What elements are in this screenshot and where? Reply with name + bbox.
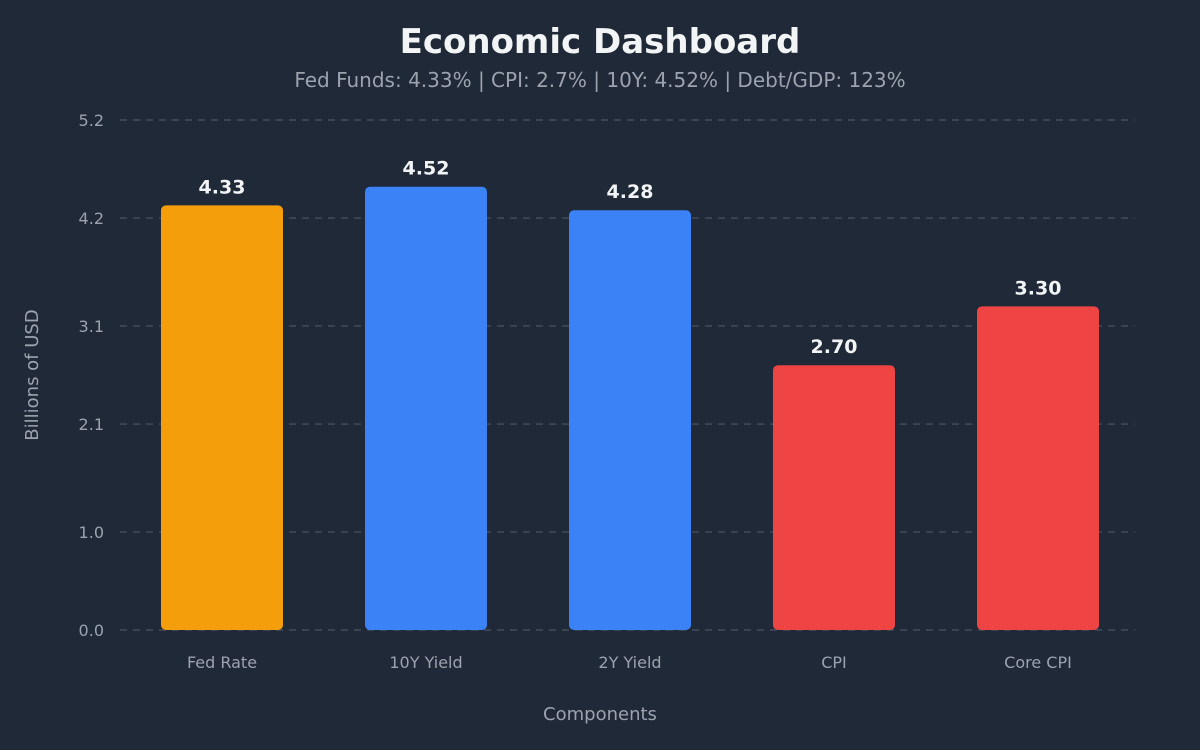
y-tick-label: 5.2 <box>79 111 104 130</box>
bar-value-label: 4.28 <box>607 181 654 203</box>
x-tick-label: Fed Rate <box>187 653 257 672</box>
x-axis-ticks: Fed Rate 10Y Yield 2Y Yield CPI Core CPI <box>187 653 1072 672</box>
bar-value-label: 2.70 <box>811 336 858 358</box>
bar-value-labels: 4.33 4.52 4.28 2.70 3.30 <box>199 158 1062 359</box>
x-tick-label: CPI <box>821 653 847 672</box>
y-tick-label: 3.1 <box>79 317 104 336</box>
bar <box>773 365 895 630</box>
bar-value-label: 4.33 <box>199 176 246 198</box>
y-tick-label: 0.0 <box>79 621 104 640</box>
y-tick-label: 2.1 <box>79 415 104 434</box>
x-tick-label: 10Y Yield <box>389 653 462 672</box>
x-tick-label: 2Y Yield <box>598 653 661 672</box>
x-tick-label: Core CPI <box>1004 653 1072 672</box>
bar <box>569 210 691 630</box>
bar-value-label: 4.52 <box>403 158 450 180</box>
bar <box>161 205 283 631</box>
y-axis-ticks: 0.0 1.0 2.1 3.1 4.2 5.2 <box>79 111 104 640</box>
x-axis-label: Components <box>543 704 657 725</box>
y-axis-label: Billions of USD <box>22 309 43 440</box>
y-tick-label: 1.0 <box>79 523 104 542</box>
bar-series <box>161 186 1099 631</box>
chart-subtitle: Fed Funds: 4.33% | CPI: 2.7% | 10Y: 4.52… <box>294 68 905 92</box>
chart-title: Economic Dashboard <box>400 22 801 62</box>
bar <box>365 186 487 630</box>
bar <box>977 306 1099 630</box>
bar-value-label: 3.30 <box>1015 277 1062 299</box>
y-tick-label: 4.2 <box>79 209 104 228</box>
